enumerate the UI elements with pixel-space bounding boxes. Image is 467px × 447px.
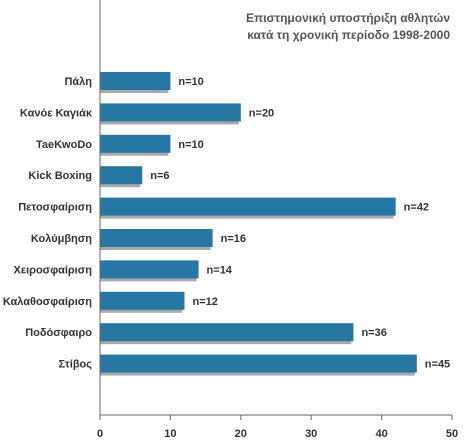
x-tick-label: 40 bbox=[375, 428, 387, 440]
category-label: Ποδόσφαιρο bbox=[25, 327, 92, 339]
x-tick-label: 10 bbox=[164, 428, 176, 440]
bar bbox=[100, 103, 241, 122]
bar bbox=[100, 134, 171, 153]
bar bbox=[100, 291, 185, 310]
value-label: n=10 bbox=[178, 76, 203, 88]
category-label: Κολύμβηση bbox=[31, 233, 92, 245]
bar bbox=[100, 72, 171, 90]
chart-title-line-2: κατά τη χρονική περίοδο 1998-2000 bbox=[247, 28, 450, 42]
value-label: n=42 bbox=[404, 202, 429, 214]
bar bbox=[100, 166, 143, 185]
category-label: Πάλη bbox=[64, 76, 92, 88]
category-label: Στίβος bbox=[58, 359, 92, 371]
value-label: n=16 bbox=[221, 233, 246, 245]
category-label: Καλαθοσφαίριση bbox=[3, 296, 92, 308]
x-tick-label: 0 bbox=[97, 428, 103, 440]
category-label: TaeKwoDo bbox=[36, 139, 92, 151]
category-label: Κανόε Καγιάκ bbox=[20, 107, 93, 119]
category-label: Πετοσφαίριση bbox=[18, 202, 92, 214]
x-tick-label: 20 bbox=[235, 428, 247, 440]
bar bbox=[100, 197, 396, 216]
value-label: n=14 bbox=[207, 264, 233, 276]
x-tick-label: 50 bbox=[446, 428, 458, 440]
chart-title: Επιστημονική υποστήριξη αθλητών κατά τη … bbox=[246, 11, 450, 42]
chart-title-line-1: Επιστημονική υποστήριξη αθλητών bbox=[246, 11, 450, 25]
value-label: n=20 bbox=[249, 107, 274, 119]
bar bbox=[100, 229, 213, 247]
bar bbox=[100, 354, 417, 373]
value-label: n=45 bbox=[425, 359, 450, 371]
x-tick-label: 30 bbox=[305, 428, 317, 440]
bar bbox=[100, 323, 354, 342]
value-label: n=12 bbox=[192, 296, 217, 308]
bar bbox=[100, 260, 199, 279]
value-label: n=6 bbox=[150, 170, 169, 182]
category-label: Kick Boxing bbox=[28, 170, 92, 182]
category-label: Χειροσφαίριση bbox=[14, 264, 93, 276]
value-label: n=10 bbox=[178, 139, 203, 151]
value-label: n=36 bbox=[361, 327, 386, 339]
